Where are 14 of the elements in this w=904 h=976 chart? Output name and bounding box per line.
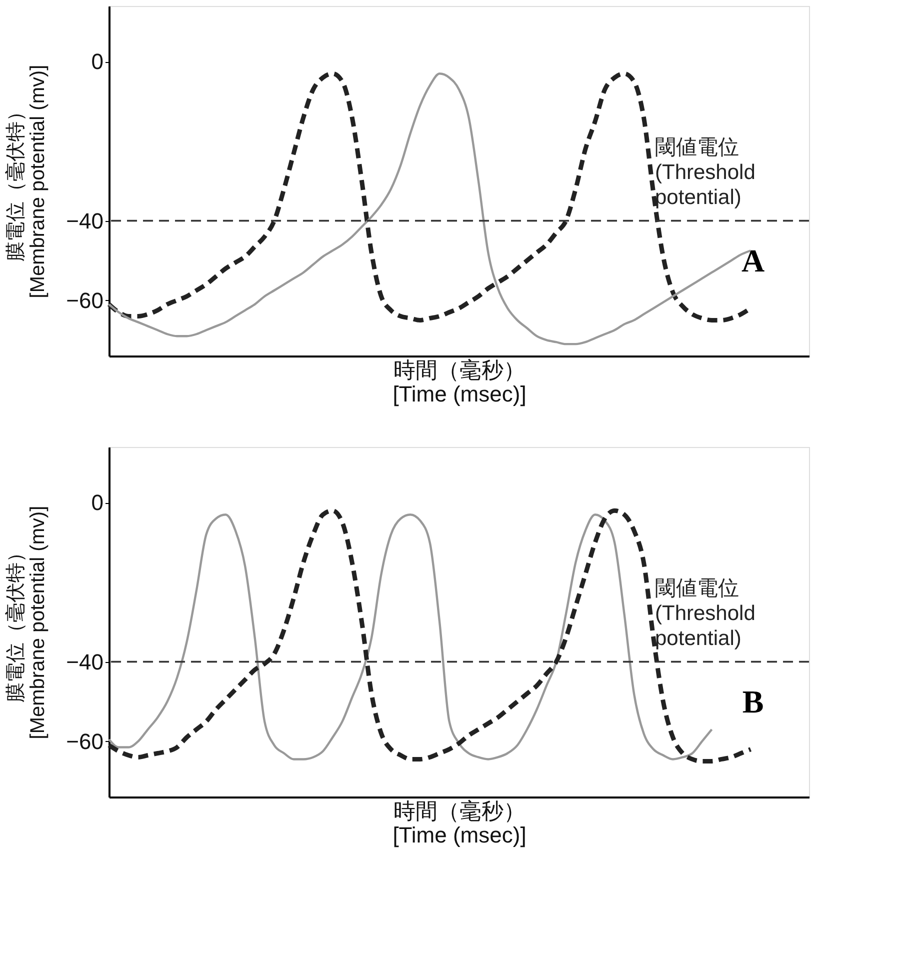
x-axis-title: 時間（毫秒） [Time (msec)] xyxy=(392,358,526,406)
y-tick-label: 0 xyxy=(91,490,104,516)
y-tick-label: 0 xyxy=(91,49,104,74)
annotation: B xyxy=(742,684,764,720)
y-tick-label: −60 xyxy=(66,288,104,313)
y-tick-label: −40 xyxy=(66,649,104,674)
ref-line-label: 閾値電位 (Threshold potential) xyxy=(655,576,756,650)
y-axis-title: 膜電位（毫伏特） [Membrane potential (mv)] xyxy=(4,506,50,740)
y-tick-label: −60 xyxy=(66,728,104,754)
annotation: A xyxy=(741,242,765,278)
y-axis-title: 膜電位（毫伏特） [Membrane potential (mv)] xyxy=(4,64,50,298)
y-tick-label: −40 xyxy=(66,208,104,234)
ref-line-label: 閾値電位 (Threshold potential) xyxy=(655,136,756,209)
x-axis-title: 時間（毫秒） [Time (msec)] xyxy=(392,798,526,848)
